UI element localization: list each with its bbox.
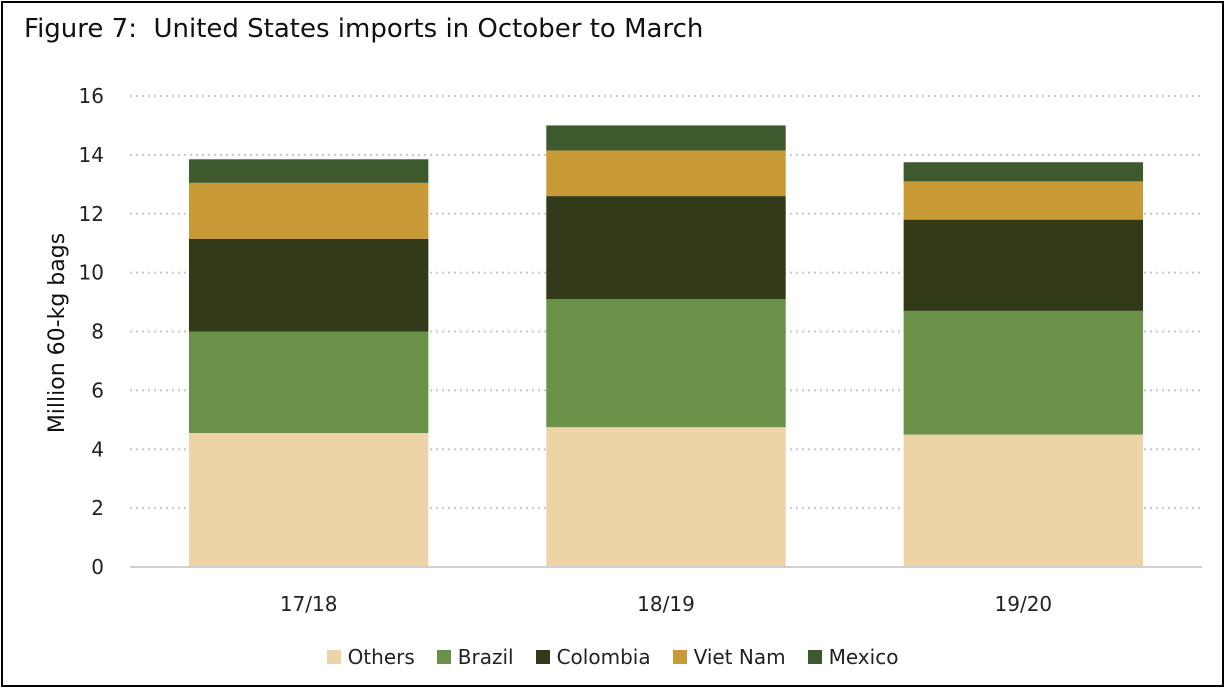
- x-tick-label: 19/20: [995, 592, 1053, 616]
- bar-segment-brazil: [903, 310, 1144, 435]
- y-tick-label: 10: [79, 261, 104, 285]
- bar-segment-viet-nam: [188, 182, 429, 239]
- y-tick-label: 12: [79, 202, 104, 226]
- y-tick-label: 16: [79, 84, 104, 108]
- bar-segment-colombia: [546, 196, 786, 300]
- bar-segment-others: [188, 433, 429, 567]
- legend-item: Colombia: [535, 645, 651, 669]
- x-axis-ticks: 17/18 18/19 19/20: [280, 592, 1052, 616]
- bar-segment-colombia: [188, 238, 429, 332]
- legend-swatch: [326, 650, 341, 664]
- y-tick-label: 4: [91, 437, 104, 461]
- x-tick-label: 18/19: [637, 592, 695, 616]
- y-tick-label: 0: [91, 555, 104, 579]
- bar-segment-viet-nam: [903, 181, 1144, 220]
- y-tick-label: 2: [91, 496, 104, 520]
- y-tick-label: 14: [79, 143, 104, 167]
- legend-label: Brazil: [457, 645, 514, 669]
- bar-segment-others: [546, 427, 786, 567]
- legend-item: Viet Nam: [672, 645, 786, 669]
- legend-swatch: [436, 650, 451, 664]
- y-tick-label: 6: [91, 378, 104, 402]
- y-axis-label: Million 60-kg bags: [45, 233, 70, 433]
- bar-segment-others: [903, 434, 1144, 567]
- bar-segment-brazil: [188, 331, 429, 434]
- chart-title: Figure 7: United States imports in Octob…: [24, 14, 704, 44]
- y-axis-ticks: 0 2 4 6 8 10 12 14 16: [79, 84, 104, 579]
- x-tick-label: 17/18: [280, 592, 338, 616]
- legend-swatch: [672, 650, 687, 664]
- bar-segment-viet-nam: [546, 150, 786, 197]
- y-tick-label: 8: [91, 320, 104, 344]
- legend-label: Mexico: [828, 645, 899, 669]
- legend-swatch: [807, 650, 822, 664]
- legend: Others Brazil Colombia Viet Nam Mexico: [0, 645, 1225, 669]
- legend-label: Colombia: [556, 645, 651, 669]
- bars: [188, 125, 1144, 567]
- legend-item: Brazil: [436, 645, 514, 669]
- bar-segment-mexico: [546, 125, 786, 151]
- bar-segment-brazil: [546, 299, 786, 428]
- legend-swatch: [535, 650, 550, 664]
- legend-label: Others: [347, 645, 415, 669]
- bar-segment-mexico: [188, 159, 429, 183]
- stacked-bar-chart: 0 2 4 6 8 10 12 14 16 17/18 18/19 19/20 Million 60…: [45, 84, 1202, 616]
- legend-item: Mexico: [807, 645, 899, 669]
- legend-item: Others: [326, 645, 415, 669]
- bar-segment-colombia: [903, 219, 1144, 311]
- bar-segment-mexico: [903, 162, 1144, 182]
- legend-label: Viet Nam: [693, 645, 786, 669]
